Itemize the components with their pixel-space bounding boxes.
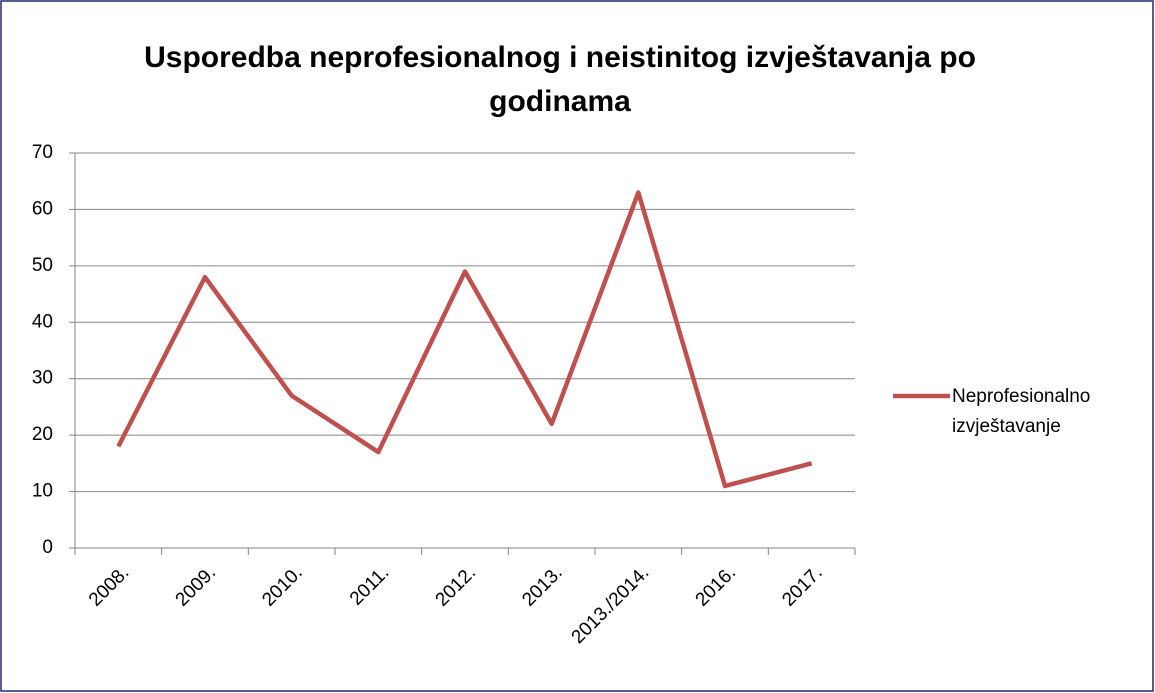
x-tick-label: 2009.: [172, 562, 220, 610]
chart-title: Usporedba neprofesionalnog i neistinitog…: [144, 41, 976, 118]
x-tick-label: 2010.: [258, 562, 306, 610]
x-tick-label: 2008.: [85, 562, 133, 610]
y-tick-label: 10: [32, 481, 53, 502]
x-tick-label: 2013./2014.: [568, 562, 654, 648]
line-series: [116, 190, 813, 489]
x-tick-label: 2016.: [692, 562, 740, 610]
x-tick-label: 2013.: [518, 562, 566, 610]
x-tick-label: 2012.: [432, 562, 480, 610]
legend-label: Neprofesionalno izvještavanje: [952, 386, 1091, 437]
y-tick-label: 30: [32, 368, 53, 389]
y-tick-label: 60: [32, 198, 53, 219]
y-tick-label: 40: [32, 311, 53, 332]
x-tick-label: 2017.: [778, 562, 826, 610]
x-tick-label: 2011.: [346, 562, 393, 609]
y-tick-label: 0: [42, 537, 53, 558]
y-tick-label: 70: [32, 142, 53, 163]
y-tick-label: 20: [32, 424, 53, 445]
y-tick-label: 50: [32, 255, 53, 276]
